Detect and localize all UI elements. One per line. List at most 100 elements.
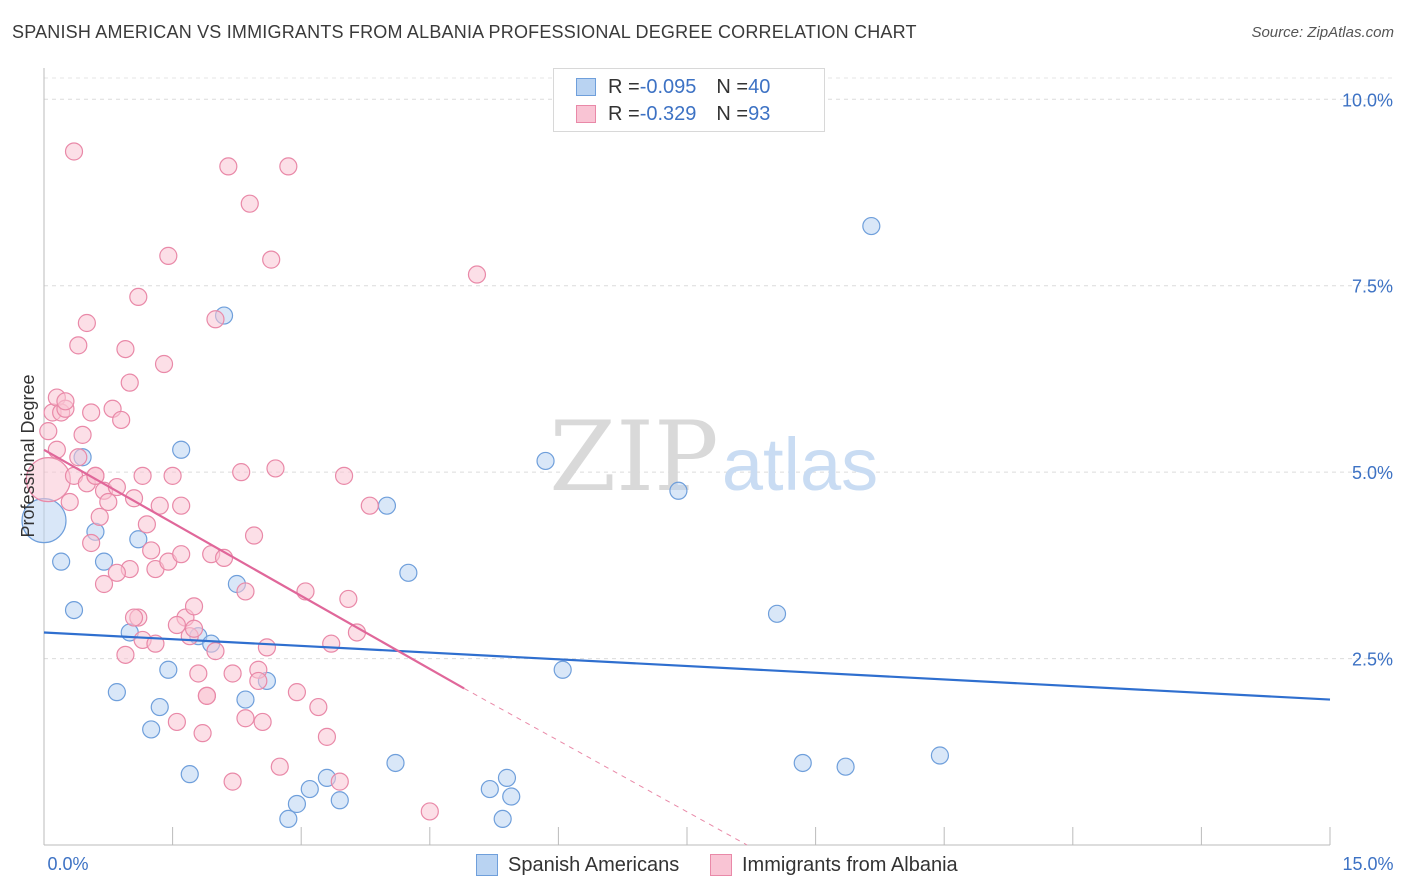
legend-n-label: N = (716, 102, 749, 125)
bottom-legend-swatch-albania (710, 854, 732, 876)
spanish-american-point (377, 496, 397, 515)
albania-point (184, 597, 204, 616)
spanish-american-point (142, 720, 161, 739)
albania-point (124, 608, 144, 627)
albania-point (64, 142, 84, 161)
albania-point (150, 496, 169, 515)
correlation-legend: R = -0.095 N = 40 R = -0.329 N = 93 (553, 68, 825, 132)
albania-trend-extension (463, 687, 748, 846)
albania-point (240, 194, 259, 213)
albania-point (236, 582, 255, 601)
trend-lines (43, 448, 1331, 846)
legend-swatch-albania (576, 105, 596, 123)
albania-point (133, 466, 152, 485)
albania-point (257, 638, 277, 657)
albania-point (236, 709, 255, 728)
spanish-american-point (287, 794, 307, 814)
albania-point (73, 425, 92, 444)
albania-point (322, 634, 341, 653)
spanish-american-point (480, 779, 499, 799)
albania-point (69, 336, 88, 355)
legend-swatch-spanish (576, 78, 596, 96)
albania-point (249, 671, 268, 691)
albania-point (266, 459, 285, 478)
legend-r-label: R = (608, 75, 640, 98)
albania-point (159, 246, 178, 265)
albania-point (167, 712, 186, 732)
albania-point (172, 545, 191, 564)
bottom-legend-label-spanish: Spanish Americans (508, 853, 680, 876)
albania-point (167, 615, 186, 635)
albania-point (39, 422, 58, 441)
albania-point (279, 157, 298, 176)
spanish-american-point (52, 552, 71, 571)
albania-point (287, 683, 307, 702)
legend-r-value: -0.095 (639, 75, 697, 98)
x-tick-label: 0.0% (47, 854, 88, 874)
spanish-american-trend (43, 631, 1331, 701)
chart-title: SPANISH AMERICAN VS IMMIGRANTS FROM ALBA… (12, 22, 917, 42)
albania-point (206, 642, 225, 661)
watermark-zip: ZIP (549, 401, 718, 513)
legend-row-spanish: R = -0.095 N = 40 (576, 74, 770, 100)
spanish-american-point (793, 753, 812, 773)
y-axis-label: Professional Degree (18, 374, 38, 537)
legend-r-value: -0.329 (639, 102, 697, 125)
albania-point (129, 287, 148, 306)
albania-point (82, 403, 101, 422)
albania-point (86, 466, 105, 485)
spanish-american-point (107, 683, 126, 702)
spanish-american-point (386, 753, 405, 773)
albania-point (330, 772, 349, 791)
albania-point (360, 496, 379, 515)
spanish-american-point (279, 809, 298, 829)
spanish-american-point (172, 440, 191, 459)
albania-point (334, 466, 354, 485)
albania-point (82, 533, 101, 553)
spanish-american-point (930, 746, 950, 765)
source-note: Source: ZipAtlas.com (1251, 24, 1394, 41)
albania-trend (43, 448, 465, 690)
spanish-american-point (669, 481, 688, 500)
spanish-american-point (150, 697, 169, 717)
albania-point (184, 619, 204, 638)
albania-point (137, 515, 156, 534)
legend-r-label: R = (608, 102, 640, 125)
albania-point (90, 507, 109, 526)
legend-n-value: 40 (748, 75, 771, 98)
albania-point (270, 757, 289, 776)
albania-point (223, 664, 242, 683)
data-points (21, 142, 950, 829)
spanish-american-point (502, 787, 521, 806)
albania-point (309, 697, 328, 717)
bottom-legend-spanish: Spanish Americans (476, 852, 679, 878)
albania-point (47, 440, 66, 459)
albania-point (116, 340, 135, 359)
bottom-legend-albania: Immigrants from Albania (710, 852, 958, 878)
legend-n-label: N = (716, 75, 749, 98)
albania-point (189, 664, 208, 683)
albania-point (197, 686, 216, 705)
watermark: ZIP atlas (549, 401, 878, 513)
spanish-american-point (399, 563, 418, 582)
albania-point (77, 313, 96, 333)
albania-point (420, 802, 439, 821)
albania-point (154, 354, 174, 374)
albania-point (317, 727, 337, 746)
legend-row-albania: R = -0.329 N = 93 (576, 101, 770, 127)
y-tick-label: 7.5% (1352, 277, 1393, 297)
spanish-american-point (330, 791, 349, 810)
spanish-american-point (236, 690, 255, 709)
albania-point (253, 712, 272, 732)
albania-point (56, 392, 75, 411)
axes (43, 68, 1331, 846)
y-tick-label: 10.0% (1342, 90, 1393, 110)
y-tick-label: 2.5% (1352, 650, 1393, 670)
spanish-american-point (536, 451, 555, 471)
spanish-american-point (767, 604, 787, 623)
albania-point (172, 496, 191, 515)
albania-point (142, 541, 161, 560)
albania-point (193, 724, 212, 743)
albania-point (262, 250, 281, 269)
